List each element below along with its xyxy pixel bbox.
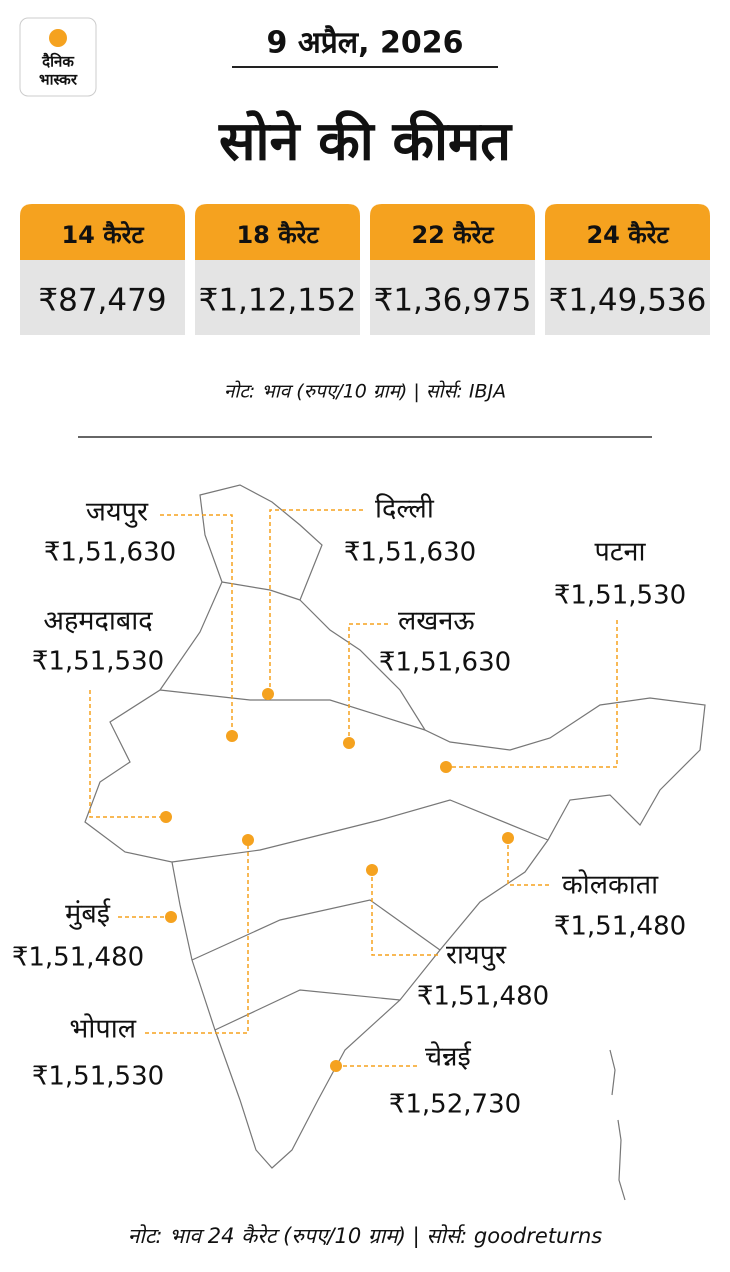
city-name: जयपुर (86, 497, 149, 529)
leader-line (269, 509, 363, 694)
city-name: रायपुर (446, 940, 507, 972)
city-dot (242, 834, 254, 846)
date: 9 अप्रैल, 2026 (267, 25, 464, 61)
card-body (20, 260, 185, 335)
city-dot (366, 864, 378, 876)
city-name: लखनऊ (398, 606, 475, 637)
logo: दैनिक भास्कर (19, 17, 97, 97)
note: नोट: भाव (रुपए/10 ग्राम) | सोर्स: IBJA (224, 380, 506, 403)
card-header (370, 204, 535, 260)
card-price: ₹1,12,152 (199, 283, 357, 319)
city-dot (440, 761, 452, 773)
cities: जयपुर ₹1,51,630 दिल्ली ₹1,51,630 पटना ₹1,51,5… (12, 493, 686, 1120)
cards: 14 कैरेट ₹87,479 18 कैरेट ₹1,12,152 22 कैरेट… (20, 204, 710, 335)
city-name: दिल्ली (375, 493, 435, 525)
card-body (195, 260, 360, 335)
city-dot (226, 730, 238, 742)
leader-line (446, 620, 618, 768)
city-name: चेन्नई (425, 1041, 472, 1073)
card-price: ₹87,479 (38, 283, 166, 319)
city-dot (330, 1060, 342, 1072)
city-price: ₹1,52,730 (389, 1090, 521, 1120)
city-dot (343, 737, 355, 749)
city-price: ₹1,51,630 (379, 648, 511, 678)
logo-text: दैनिक (41, 53, 75, 71)
card-label: 24 कैरेट (586, 221, 669, 249)
card-label: 14 कैरेट (61, 221, 144, 249)
card-price: ₹1,36,975 (374, 283, 532, 319)
city-name: भोपाल (69, 1013, 136, 1045)
city-price: ₹1,51,480 (12, 943, 144, 973)
card-price: ₹1,49,536 (549, 283, 707, 319)
note: नोट: भाव 24 कैरेट (रुपए/10 ग्राम) | सोर्… (128, 1224, 603, 1249)
leader-line (145, 840, 249, 1034)
logo-text: भास्कर (39, 71, 78, 89)
card-header (195, 204, 360, 260)
leader-line (89, 690, 166, 818)
city-name: अहमदाबाद (43, 606, 153, 637)
india-map (84, 484, 706, 1201)
leader-line (160, 514, 233, 736)
card-header (20, 204, 185, 260)
city-dot (502, 832, 514, 844)
city-name: कोलकाता (562, 869, 659, 901)
city-dot (165, 911, 177, 923)
card-header (545, 204, 710, 260)
card-body (545, 260, 710, 335)
leader-line (371, 870, 438, 956)
city-name: पटना (595, 537, 647, 568)
leader-line (507, 838, 550, 886)
card-body (370, 260, 535, 335)
card-label: 22 कैरेट (411, 221, 494, 249)
city-price: ₹1,51,630 (344, 538, 476, 568)
card-label: 18 कैरेट (236, 221, 319, 249)
city-price: ₹1,51,530 (32, 1062, 164, 1092)
city-price: ₹1,51,480 (417, 982, 549, 1012)
title: सोने की कीमत (218, 110, 513, 173)
city-price: ₹1,51,630 (44, 538, 176, 568)
leader-line (348, 623, 388, 743)
city-dot (262, 688, 274, 700)
city-price: ₹1,51,530 (554, 581, 686, 611)
city-dot (160, 811, 172, 823)
city-name: मुंबई (65, 898, 111, 931)
city-price: ₹1,51,530 (32, 647, 164, 677)
city-price: ₹1,51,480 (554, 912, 686, 942)
